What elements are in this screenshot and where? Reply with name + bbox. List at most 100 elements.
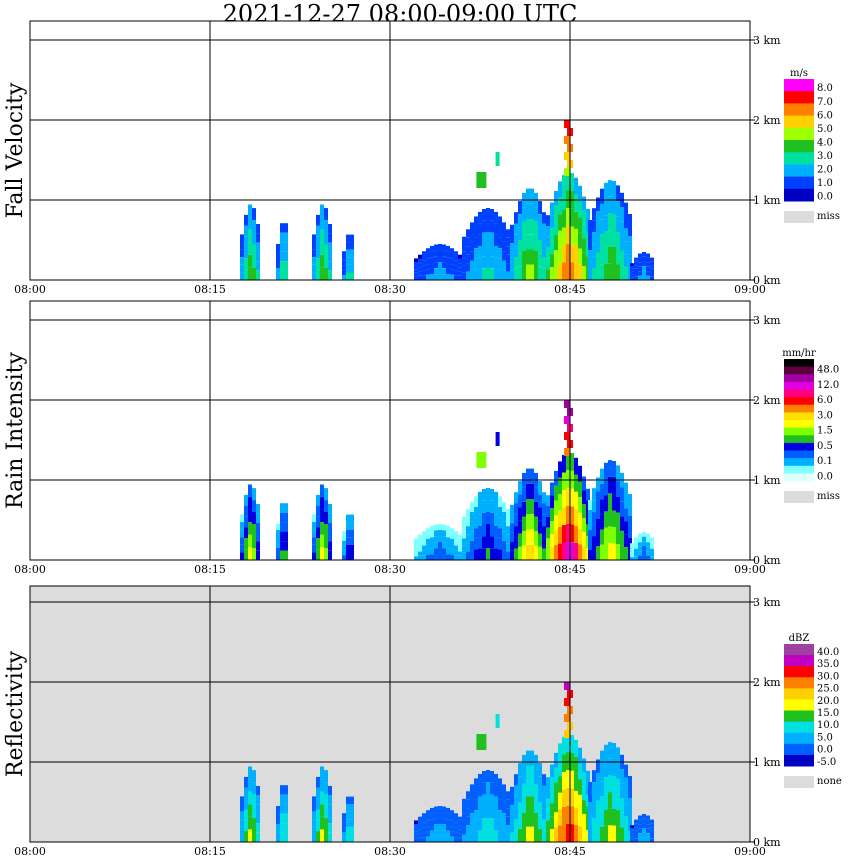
echo-cell: [422, 827, 426, 833]
echo-cell: [252, 536, 256, 548]
echo-cell: [646, 266, 650, 272]
echo-cell: [486, 500, 490, 512]
echo-cell: [284, 270, 288, 280]
echo-cell: [248, 791, 252, 805]
echo-cell: [342, 260, 346, 266]
echo-cell: [616, 794, 620, 811]
echo-cell: [418, 820, 422, 826]
echo-cell: [280, 223, 284, 233]
echo-cell: [450, 264, 454, 270]
y-tick-label: 1 km: [753, 194, 781, 207]
echo-cell: [578, 810, 582, 827]
echo-cell: [328, 504, 332, 514]
echo-cell: [596, 532, 600, 547]
echo-cell: [642, 275, 646, 280]
echo-cell: [454, 275, 458, 280]
echo-cell: [634, 819, 638, 824]
echo-cell: [530, 544, 534, 560]
echo-cell: [620, 783, 624, 799]
echo-cell: [518, 214, 522, 228]
echo-cell: [486, 220, 490, 232]
echo-cell: [592, 782, 596, 795]
echo-cell: [430, 525, 434, 532]
echo-cell: [462, 813, 466, 821]
echo-cell: [324, 782, 328, 795]
echo-cell: [482, 830, 486, 842]
echo-cell: [578, 826, 582, 842]
echo-cell: [470, 813, 474, 823]
echo-cell: [252, 806, 256, 818]
echo-cell: [316, 809, 320, 821]
echo-cell: [450, 538, 454, 545]
echo-cell: [454, 818, 458, 823]
echo-cell: [634, 257, 638, 262]
echo-cell: [446, 819, 450, 825]
echo-cell: [350, 804, 354, 812]
echo-cell: [538, 494, 542, 508]
echo-cell: [604, 527, 608, 544]
echo-cell: [346, 522, 350, 530]
echo-cell: [482, 782, 486, 795]
echo-cell: [422, 837, 426, 842]
echo-cell: [486, 232, 490, 244]
echo-cell: [546, 516, 550, 528]
echo-cell: [470, 822, 474, 833]
colorbar-swatch: [784, 743, 814, 756]
echo-cell: [570, 788, 574, 807]
echo-cell: [628, 798, 632, 809]
echo-cell: [458, 833, 462, 838]
echo-cell: [642, 814, 646, 819]
echo-cell: [276, 824, 280, 830]
echo-cell: [248, 497, 252, 510]
echo-cell: [324, 500, 328, 513]
echo-cell: [600, 796, 604, 812]
echo-cell: [514, 503, 518, 515]
echo-cell: [538, 802, 542, 816]
echo-cell: [490, 548, 494, 560]
echo-cell: [252, 268, 256, 280]
y-tick-label: 0 km: [753, 554, 781, 567]
echo-cell: [350, 819, 354, 827]
x-tick-label: 08:45: [554, 563, 586, 576]
echo-cell: [604, 263, 608, 280]
echo-cell: [596, 773, 600, 787]
echo-cell: [616, 248, 620, 265]
echo-cell: [280, 251, 284, 262]
echo-cell: [546, 538, 550, 550]
echo-cell: [240, 811, 244, 820]
echo-cell: [566, 506, 570, 525]
echo-cell: [592, 232, 596, 245]
echo-cell: [526, 765, 530, 781]
echo-cell: [574, 263, 578, 280]
colorbar-label: 5.0: [817, 732, 833, 743]
echo-cell: [482, 536, 486, 549]
colorbar-swatch: [784, 677, 814, 689]
colorbar-swatch: [784, 389, 814, 398]
echo-cell: [470, 540, 474, 551]
echo-cell: [442, 268, 446, 275]
echo-cell: [284, 522, 288, 532]
echo-cell: [600, 234, 604, 250]
x-tick-label: 08:30: [374, 563, 406, 576]
echo-cell: [534, 502, 538, 517]
echo-cell: [328, 804, 332, 814]
echo-cell: [248, 766, 252, 780]
echo-cell: [450, 253, 454, 259]
echo-cell: [638, 275, 642, 280]
echo-cell: [320, 791, 324, 805]
echo-cell: [628, 247, 632, 258]
echo-cell: [562, 542, 566, 560]
echo-cell: [414, 820, 418, 824]
echo-cell: [628, 516, 632, 527]
colorbar-miss-label: miss: [817, 491, 840, 502]
echo-cell: [612, 809, 616, 826]
echo-cell: [442, 806, 446, 813]
echo-cell: [494, 491, 498, 504]
echo-cell: [634, 834, 638, 839]
echo-cell: [316, 269, 320, 280]
echo-cell: [600, 499, 604, 515]
echo-cell: [506, 808, 510, 817]
echo-cell: [630, 263, 634, 266]
echo-cell: [502, 784, 506, 794]
echo-cell: [252, 512, 256, 524]
